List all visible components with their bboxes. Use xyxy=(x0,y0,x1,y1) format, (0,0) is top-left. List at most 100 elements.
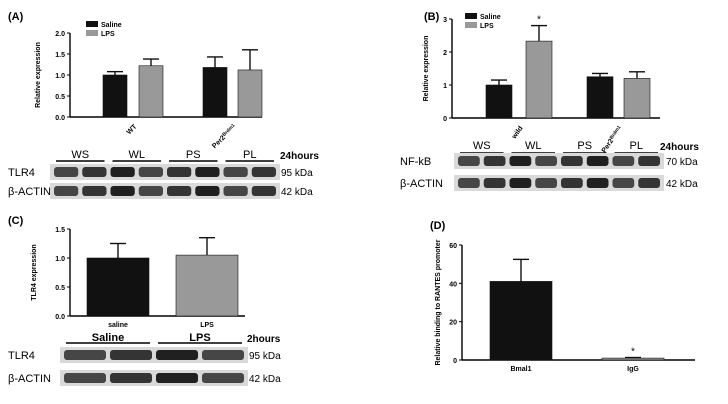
y-tick-label: 0 xyxy=(453,358,457,365)
significance-star: * xyxy=(537,15,541,26)
y-tick-label: 1.5 xyxy=(55,227,65,234)
significance-star: * xyxy=(631,347,635,358)
blot-band xyxy=(223,186,248,196)
blot-band xyxy=(223,167,248,177)
legend-swatch xyxy=(465,13,477,19)
blot-band xyxy=(54,186,79,196)
blot-band xyxy=(251,167,276,177)
legend-label: Saline xyxy=(480,14,501,21)
category-label: WT xyxy=(126,123,139,136)
bar-value-1 xyxy=(601,357,665,361)
blot-band xyxy=(110,167,135,177)
kda-label: 70 kDa xyxy=(666,157,698,168)
blot-band xyxy=(612,178,635,188)
legend-label: Saline xyxy=(101,22,122,29)
legend-label: LPS xyxy=(480,23,494,30)
kda-label: 42 kDa xyxy=(281,187,313,198)
blot-strip xyxy=(60,370,248,386)
time-label: 24hours xyxy=(280,151,319,162)
blot-band xyxy=(82,167,107,177)
blot-band xyxy=(138,186,163,196)
category-label: Per2Brdm1 xyxy=(600,124,625,154)
category-label: saline xyxy=(108,322,128,329)
y-tick-label: 2.0 xyxy=(55,31,65,38)
y-axis-label: TLR4 expression xyxy=(31,244,38,300)
kda-label: 42 kDa xyxy=(666,179,698,190)
blot-band xyxy=(612,156,635,166)
y-axis-label: Relative expression xyxy=(35,42,42,108)
lane-label: WS xyxy=(473,140,491,152)
panel-label-a: (A) xyxy=(8,11,24,23)
lane-label: WS xyxy=(71,149,89,161)
blot-band xyxy=(202,350,244,360)
blot-band xyxy=(167,167,192,177)
blot-band xyxy=(535,178,557,188)
y-tick-label: 1.0 xyxy=(55,256,65,263)
category-label: wild xyxy=(511,125,525,141)
blot-strip xyxy=(454,175,664,191)
bar-lps-0 xyxy=(525,40,553,119)
blot-band xyxy=(586,156,609,166)
y-axis-label: Relative expression xyxy=(423,36,430,102)
blot-band xyxy=(458,178,480,188)
y-tick-label: 2 xyxy=(443,50,447,57)
bar-saline-1 xyxy=(202,67,228,118)
panel-label-d: (D) xyxy=(430,220,446,232)
lane-label: PS xyxy=(577,140,592,152)
blot-band xyxy=(156,350,198,360)
blot-band xyxy=(586,178,609,188)
chart-a: 0.0 0.5 1.0 1.5 2.0 Relative expression WT Per2… xyxy=(35,21,263,150)
category-label: LPS xyxy=(200,322,214,329)
lane-label: PL xyxy=(243,149,256,161)
panel-label-b: (B) xyxy=(424,11,440,23)
blot-band xyxy=(64,373,106,383)
kda-label: 95 kDa xyxy=(249,351,281,362)
bar-saline-1 xyxy=(586,76,614,119)
blot-strip xyxy=(454,153,664,169)
y-tick-label: 40 xyxy=(449,281,457,288)
blot-band xyxy=(195,167,220,177)
panel-label-c: (C) xyxy=(8,215,24,227)
blot-band xyxy=(509,156,532,166)
blot-band xyxy=(54,167,79,177)
blot-band xyxy=(82,186,107,196)
protein-label: TLR4 xyxy=(8,350,35,362)
lane-label: LPS xyxy=(189,332,210,344)
y-tick-label: 0 xyxy=(443,116,447,123)
chart-b: 0 1 2 3 Relative expression wild Per2Brdm1 * Sal… xyxy=(423,13,660,154)
legend-label: LPS xyxy=(101,31,115,38)
protein-label: β-ACTIN xyxy=(400,178,443,190)
western-blot-a: WS WL PS PL 24hours TLR4 95 kDa β-ACTIN 42 kDa xyxy=(8,149,319,199)
blot-band xyxy=(561,156,583,166)
y-tick-label: 0.5 xyxy=(55,94,65,101)
lane-label: Saline xyxy=(92,332,124,344)
y-axis-label: Relative binding to RANTES promoter xyxy=(435,239,442,365)
blot-band xyxy=(251,186,276,196)
category-label: Per2Brdm1 xyxy=(210,122,238,150)
bar-value-0 xyxy=(489,281,553,361)
bar-saline-0 xyxy=(485,84,513,119)
y-tick-label: 1.5 xyxy=(55,52,65,59)
blot-band xyxy=(64,350,106,360)
y-tick-label: 0.5 xyxy=(55,285,65,292)
blot-band xyxy=(110,350,152,360)
protein-label: NF-kB xyxy=(400,156,431,168)
bar-value-0 xyxy=(86,257,150,317)
blot-band xyxy=(156,373,198,383)
kda-label: 42 kDa xyxy=(249,374,281,385)
lane-label: WL xyxy=(525,140,542,152)
y-tick-label: 3 xyxy=(443,17,447,24)
blot-band xyxy=(561,178,583,188)
blot-band xyxy=(138,167,163,177)
y-tick-label: 1.0 xyxy=(55,73,65,80)
blot-band xyxy=(110,373,152,383)
blot-strip xyxy=(50,183,280,199)
category-label: IgG xyxy=(627,366,639,373)
lane-label: WL xyxy=(129,149,146,161)
blot-band xyxy=(535,156,557,166)
legend-swatch xyxy=(86,30,98,36)
category-label: Bmal1 xyxy=(510,366,531,373)
blot-band xyxy=(483,156,506,166)
chart-d: 0 20 40 60 Relative binding to RANTES promot… xyxy=(435,239,695,373)
